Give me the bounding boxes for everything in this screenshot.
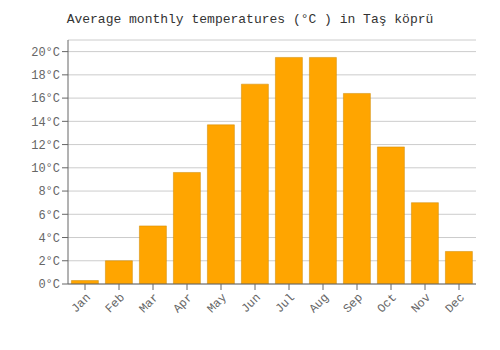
svg-text:Jan: Jan bbox=[69, 291, 94, 316]
svg-text:8°C: 8°C bbox=[38, 185, 60, 199]
svg-text:16°C: 16°C bbox=[31, 92, 60, 106]
svg-text:4°C: 4°C bbox=[38, 232, 60, 246]
svg-text:Mar: Mar bbox=[137, 291, 162, 316]
svg-text:6°C: 6°C bbox=[38, 209, 60, 223]
svg-text:20°C: 20°C bbox=[31, 46, 60, 60]
svg-text:12°C: 12°C bbox=[31, 139, 60, 153]
svg-text:May: May bbox=[205, 291, 230, 316]
svg-text:0°C: 0°C bbox=[38, 278, 60, 292]
svg-text:Apr: Apr bbox=[171, 291, 196, 316]
html-text:Average monthly temperatures (: Average monthly temperatures (°C ) in Ta… bbox=[66, 12, 434, 27]
svg-text:14°C: 14°C bbox=[31, 116, 60, 130]
svg-text:Oct: Oct bbox=[375, 291, 400, 316]
svg-text:Aug: Aug bbox=[307, 291, 332, 316]
svg-text:Nov: Nov bbox=[409, 291, 434, 316]
svg-text:Jun: Jun bbox=[239, 291, 264, 316]
svg-text:Sep: Sep bbox=[341, 291, 366, 316]
svg-text:Dec: Dec bbox=[443, 291, 468, 316]
svg-text:10°C: 10°C bbox=[31, 162, 60, 176]
svg-text:18°C: 18°C bbox=[31, 69, 60, 83]
svg-text:Feb: Feb bbox=[103, 291, 128, 316]
svg-text:2°C: 2°C bbox=[38, 255, 60, 269]
svg-text:Jul: Jul bbox=[273, 291, 298, 316]
